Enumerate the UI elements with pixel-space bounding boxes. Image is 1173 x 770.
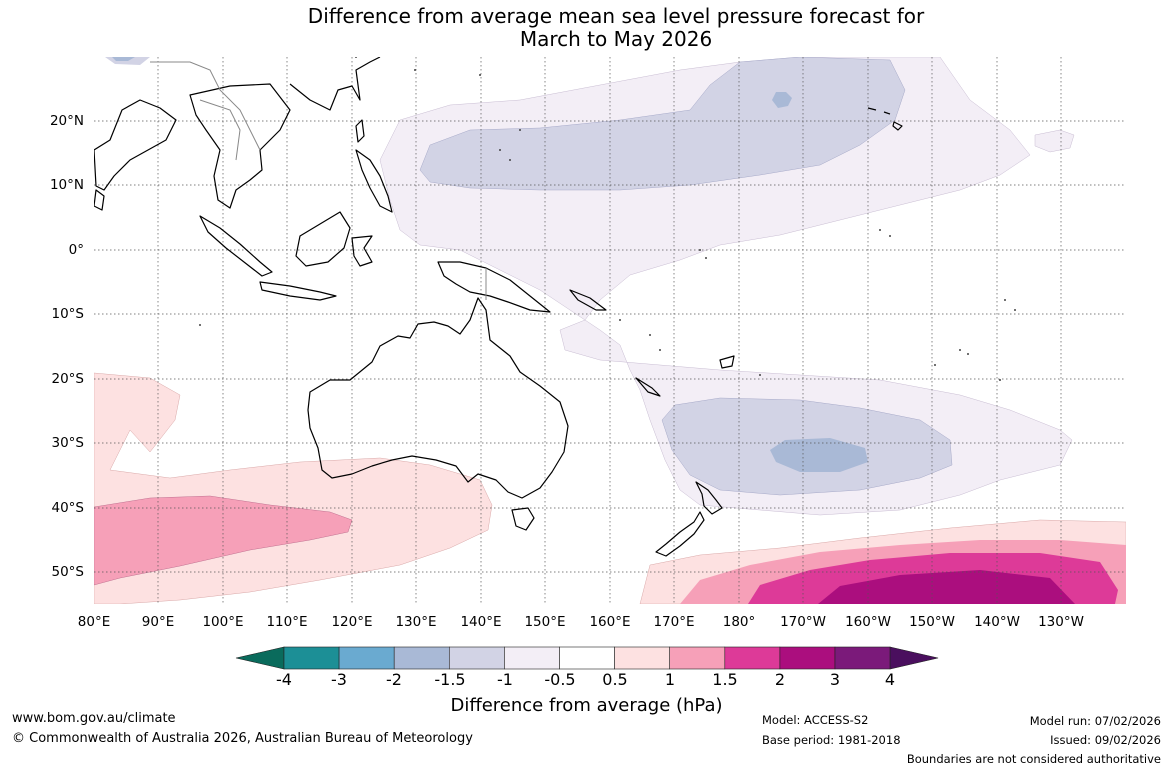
colorbar-segment xyxy=(779,646,836,670)
anomaly-band-hawaii-minus-0.5 xyxy=(1034,129,1075,153)
chart-title: Difference from average mean sea level p… xyxy=(0,5,1173,51)
colorbar-segment xyxy=(669,646,726,670)
colorbar-tick: -2 xyxy=(386,670,402,689)
anomaly-band-indian-ocean-1 xyxy=(94,495,353,586)
colorbar-tick: -1 xyxy=(497,670,513,689)
lon-label-150e: 150°E xyxy=(524,614,566,630)
borneo-coastline xyxy=(295,211,351,267)
colorbar-segment xyxy=(283,646,340,670)
website-link[interactable]: www.bom.gov.au/climate xyxy=(12,711,176,726)
new-zealand-north-coastline xyxy=(695,481,723,515)
colorbar-tick: -1.5 xyxy=(434,670,466,689)
lon-label-110e: 110°E xyxy=(266,614,308,630)
colorbar-tick: -3 xyxy=(331,670,347,689)
title-line-2: March to May 2026 xyxy=(519,27,713,51)
colorbar-tick: 1 xyxy=(664,670,676,689)
new-caledonia-coastline xyxy=(635,377,661,397)
lat-label-40s: 40°S xyxy=(51,500,85,516)
solomon-islands-coastline xyxy=(569,289,607,311)
pressure-anomaly-map xyxy=(94,57,1126,604)
colorbar-tick: 3 xyxy=(829,670,841,689)
lon-label-180: 180° xyxy=(722,614,756,630)
lon-label-140e: 140°E xyxy=(460,614,502,630)
lon-label-80e: 80°E xyxy=(77,614,111,630)
lon-label-130e: 130°E xyxy=(395,614,437,630)
colorbar-segment xyxy=(393,646,450,670)
new-zealand-south-coastline xyxy=(655,511,705,557)
lon-label-150w: 150°W xyxy=(909,614,955,630)
model-name: Model: ACCESS-S2 xyxy=(762,713,869,727)
colorbar-segment xyxy=(614,646,670,670)
tasmania-coastline xyxy=(511,507,535,531)
colorbar-tick: 1.5 xyxy=(712,670,738,689)
colorbar-tick: 2 xyxy=(774,670,786,689)
lon-label-160w: 160°W xyxy=(845,614,891,630)
colorbar-segment xyxy=(559,646,615,670)
coastlines xyxy=(94,57,903,557)
lon-label-160e: 160°E xyxy=(589,614,631,630)
graticule xyxy=(94,57,1126,604)
lat-label-equator: 0° xyxy=(68,242,84,258)
colorbar-tick: -0.5 xyxy=(544,670,576,689)
india-coastline xyxy=(94,99,177,191)
colorbar-extend-high xyxy=(889,646,939,670)
base-period: Base period: 1981-2018 xyxy=(762,733,901,747)
issued-date: Issued: 09/02/2026 xyxy=(1050,733,1161,747)
anomaly-band-pacific-south-minus-1.5 xyxy=(770,438,868,472)
lon-label-170e: 170°E xyxy=(653,614,695,630)
lon-label-170w: 170°W xyxy=(780,614,826,630)
sri-lanka-coastline xyxy=(94,189,105,211)
colorbar-extend-low xyxy=(235,646,285,670)
lon-label-140w: 140°W xyxy=(974,614,1020,630)
colorbar-label: Difference from average (hPa) xyxy=(450,695,723,716)
colorbar-segment xyxy=(448,646,505,670)
anomaly-band-southern-pacific-2 xyxy=(818,570,1075,604)
lon-label-130w: 130°W xyxy=(1038,614,1084,630)
colorbar-segment xyxy=(834,646,891,670)
australia-coastline xyxy=(307,297,569,499)
anomaly-band-asia-minus-1.5 xyxy=(112,57,135,61)
indochina-coastline xyxy=(189,83,291,209)
taiwan-coastline xyxy=(355,119,365,143)
hawaii-coastline xyxy=(867,107,903,131)
country-borders xyxy=(150,61,487,300)
colorbar-segment xyxy=(338,646,395,670)
colorbar-tick: 4 xyxy=(884,670,896,689)
lon-label-90e: 90°E xyxy=(141,614,175,630)
boundaries-disclaimer: Boundaries are not considered authoritat… xyxy=(906,752,1161,766)
philippines-coastline xyxy=(355,149,393,213)
java-coastline xyxy=(259,281,337,301)
china-coastline xyxy=(289,57,381,111)
copyright-text: © Commonwealth of Australia 2026, Austra… xyxy=(12,731,473,746)
lat-label-20s: 20°S xyxy=(51,371,85,387)
pacific-islands xyxy=(199,57,1016,381)
colorbar-tick: 0.5 xyxy=(602,670,628,689)
sulawesi-coastline xyxy=(351,235,373,267)
fiji-coastline xyxy=(719,355,735,369)
colorbar-tick: -4 xyxy=(276,670,292,689)
colorbar-segment xyxy=(504,646,560,670)
lat-label-10n: 10°N xyxy=(49,177,84,193)
lon-label-100e: 100°E xyxy=(202,614,244,630)
lat-label-50s: 50°S xyxy=(51,564,85,580)
model-run-date: Model run: 07/02/2026 xyxy=(1029,714,1161,728)
anomaly-band-pacific-north-minus-1 xyxy=(419,57,906,191)
colorbar-segment xyxy=(724,646,781,670)
sumatra-coastline xyxy=(199,215,273,277)
anomaly-band-pacific-north-minus-1.5 xyxy=(772,92,792,108)
title-line-1: Difference from average mean sea level p… xyxy=(307,4,925,28)
lat-label-10s: 10°S xyxy=(51,306,85,322)
lon-label-120e: 120°E xyxy=(331,614,373,630)
lat-label-20n: 20°N xyxy=(49,113,84,129)
lat-label-30s: 30°S xyxy=(51,435,85,451)
